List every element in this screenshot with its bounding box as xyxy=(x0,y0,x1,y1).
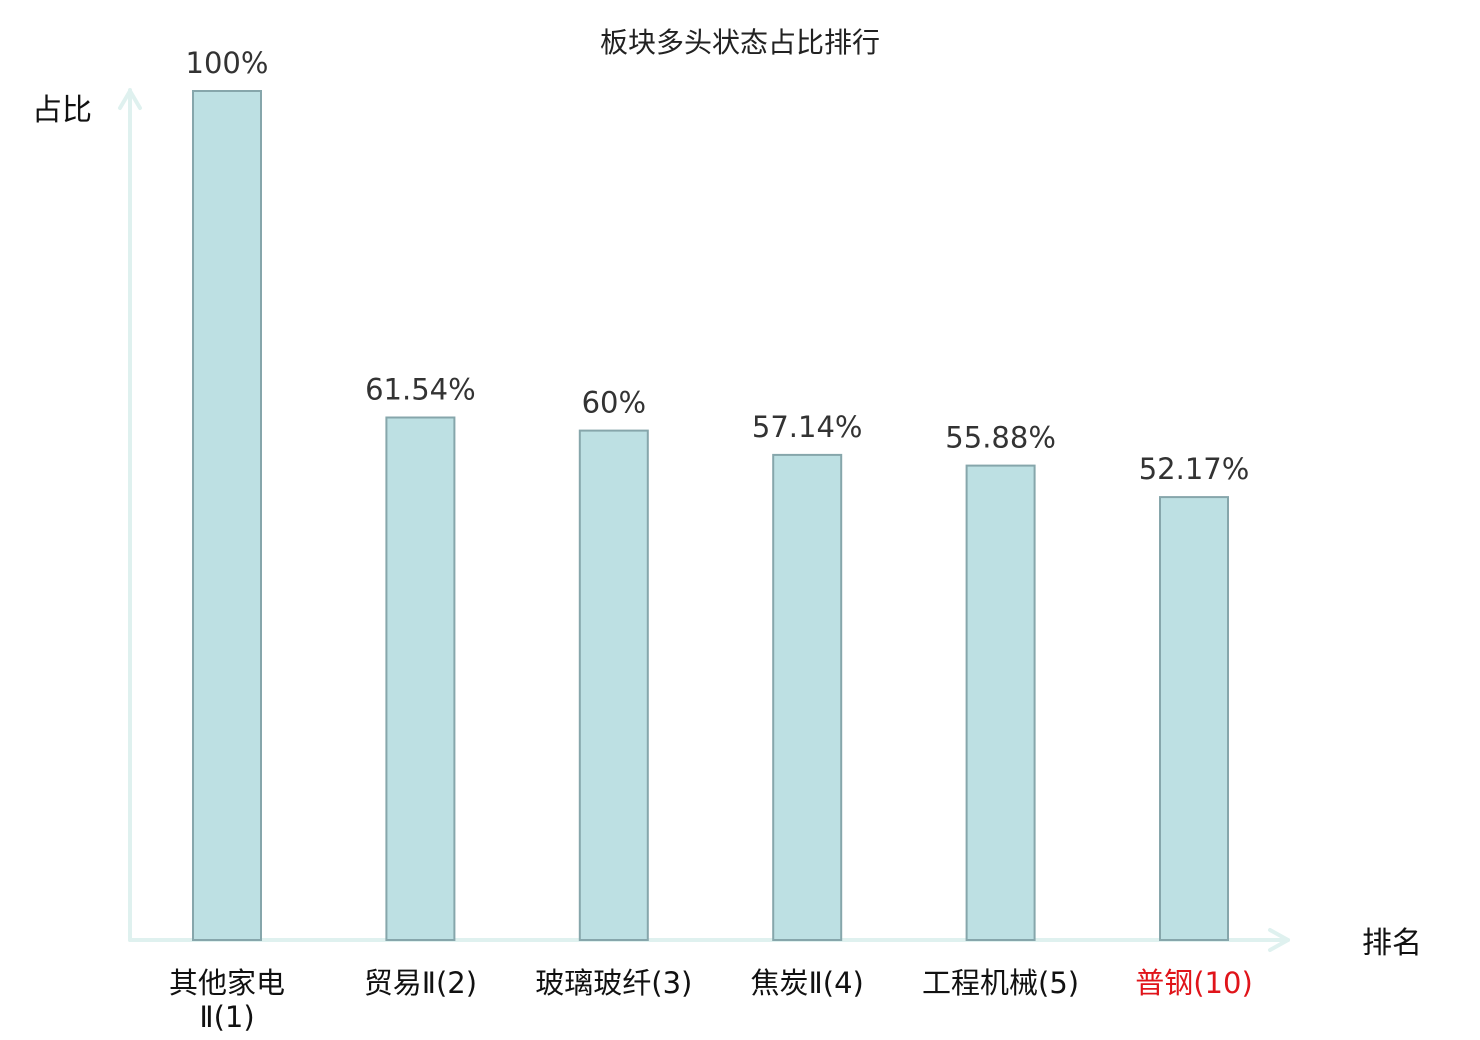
y-axis-arrow xyxy=(118,89,142,110)
category-label-4: 焦炭Ⅱ(4) xyxy=(751,966,864,1000)
x-axis-arrow xyxy=(1268,928,1290,952)
bar-6 xyxy=(1159,496,1229,941)
bar-4 xyxy=(772,453,843,941)
bar-3 xyxy=(578,429,649,941)
category-label-6: 普钢(10) xyxy=(1135,966,1253,1000)
x-axis-label: 排名 xyxy=(1362,926,1422,961)
value-label-4: 57.14% xyxy=(752,410,863,444)
value-label-5: 55.88% xyxy=(945,421,1056,455)
y-axis-label: 占比 xyxy=(32,93,92,128)
bar-1 xyxy=(192,90,262,941)
y-axis: 占比 xyxy=(32,88,142,942)
category-label-5: 工程机械(5) xyxy=(922,966,1079,1000)
bar-5 xyxy=(965,464,1036,941)
value-labels-group: 100% 61.54% 60% 57.14% 55.88% 52.17% xyxy=(186,46,1250,486)
x-axis: 排名 xyxy=(128,926,1422,961)
chart-title: 板块多头状态占比排行 xyxy=(600,26,880,59)
value-label-2: 61.54% xyxy=(365,373,476,407)
value-label-3: 60% xyxy=(582,386,646,420)
bar-2 xyxy=(385,416,456,941)
value-label-1: 100% xyxy=(186,46,269,80)
category-label-1-line-2: Ⅱ(1) xyxy=(199,1000,254,1034)
category-label-2: 贸易Ⅱ(2) xyxy=(364,966,477,1000)
category-label-1-line-1: 其他家电 xyxy=(169,966,285,1000)
bars-group xyxy=(192,90,1229,941)
category-label-3: 玻璃玻纤(3) xyxy=(535,966,692,1000)
value-label-6: 52.17% xyxy=(1139,452,1250,486)
